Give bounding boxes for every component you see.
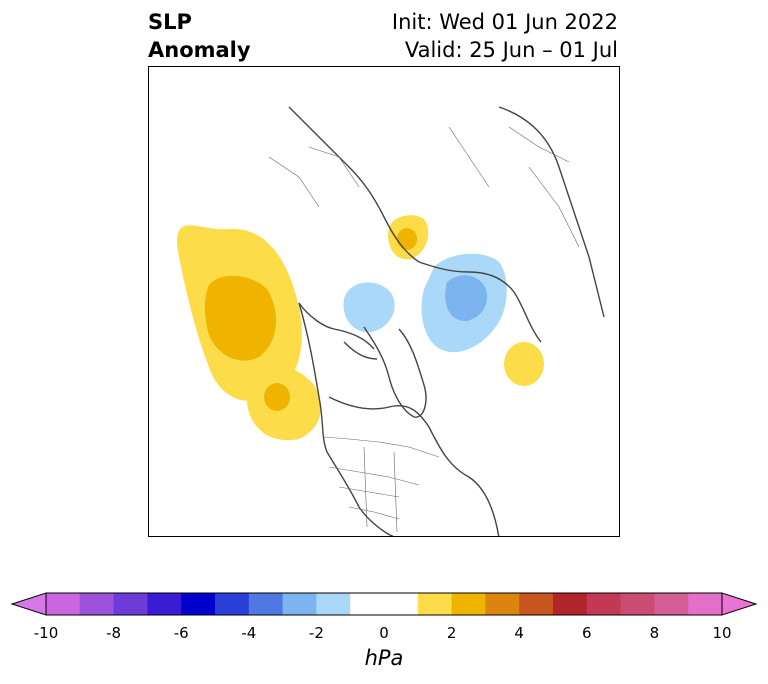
border-us-mexico [348, 506, 400, 520]
anomaly-negative-beaufort [343, 282, 395, 333]
colorbar-over-arrow [721, 592, 758, 616]
border-russia-b [508, 126, 570, 163]
colorbar [10, 592, 758, 616]
colorbar-tick-label: -8 [106, 624, 122, 642]
colorbar-segment [485, 593, 520, 615]
anomaly-positive-east-siberia [504, 342, 544, 386]
colorbar-tick-label: 10 [712, 624, 732, 642]
border-us-states-c [363, 446, 368, 528]
colorbar-segment [282, 593, 317, 615]
coastline-hudson [328, 396, 500, 536]
map-canvas [177, 106, 605, 536]
forecast-dates: Init: Wed 01 Jun 2022 Valid: 25 Jun – 01… [392, 8, 618, 64]
colorbar-segments [46, 593, 723, 615]
colorbar-segment [654, 593, 689, 615]
colorbar-segment [113, 593, 148, 615]
colorbar-outline [45, 592, 723, 616]
border-us-states-d [393, 451, 398, 533]
coastline-europe [288, 106, 420, 263]
border-asia [448, 126, 490, 188]
coastline-siberia-arctic [418, 261, 542, 343]
colorbar-under-arrow [10, 592, 47, 616]
anomaly-positive-gulf-core [204, 275, 277, 361]
anomaly-positive-scandinavia-core [397, 228, 417, 250]
coastline-alaska [298, 302, 375, 350]
colorbar-segment [417, 593, 453, 615]
colorbar-segment [79, 593, 115, 615]
colorbar-tick-label: -4 [241, 624, 257, 642]
coastline-north-america [298, 302, 395, 536]
border-us-states-a [328, 466, 420, 486]
init-date: Init: Wed 01 Jun 2022 [391, 10, 618, 34]
border-europe-a [308, 146, 360, 188]
colorbar-tick-label: 2 [446, 624, 457, 642]
colorbar-segment [181, 593, 216, 615]
colorbar-segment [248, 593, 284, 615]
colorbar-segment [350, 593, 385, 615]
coastline-arctic-islands [343, 341, 378, 360]
colorbar-tick-label: -6 [173, 624, 189, 642]
colorbar-unit-label: hPa [364, 646, 404, 670]
colorbar-segment [215, 593, 250, 615]
colorbar-segment [620, 593, 655, 615]
border-us-canada [323, 436, 440, 458]
colorbar-segment [519, 593, 554, 615]
colorbar-tick-label: 6 [582, 624, 592, 642]
colorbar-segment [586, 593, 622, 615]
coastline-greenland [363, 326, 427, 418]
border-europe-b [268, 156, 320, 208]
colorbar-tick-label: 8 [649, 624, 660, 642]
colorbar-segment [316, 593, 351, 615]
colorbar-tick-label: 0 [379, 624, 389, 642]
valid-range: Valid: 25 Jun – 01 Jul [404, 38, 618, 62]
colorbar-segment [147, 593, 182, 615]
colorbar-segment [46, 593, 81, 615]
colorbar-segment [451, 593, 486, 615]
title-line-1: SLP [148, 10, 192, 34]
map-panel [148, 66, 620, 537]
colorbar-segment [553, 593, 588, 615]
title-line-2: Anomaly [148, 38, 251, 62]
coastlines [288, 106, 605, 536]
colorbar-segment [384, 593, 419, 615]
country-borders [268, 126, 580, 533]
anomaly-positive-pnw-core [264, 383, 290, 411]
border-us-states-b [338, 486, 400, 498]
anomaly-fills [177, 215, 544, 441]
colorbar-tick-label: -10 [33, 624, 59, 642]
anomaly-negative-siberia-core [445, 275, 487, 322]
colorbar-tick-label: -2 [308, 624, 324, 642]
colorbar-segment [688, 593, 723, 615]
border-russia-a [528, 166, 580, 248]
map-title: SLP Anomaly [148, 8, 251, 64]
colorbar-tick-label: 4 [514, 624, 524, 642]
coastline-eurasia [498, 106, 605, 318]
